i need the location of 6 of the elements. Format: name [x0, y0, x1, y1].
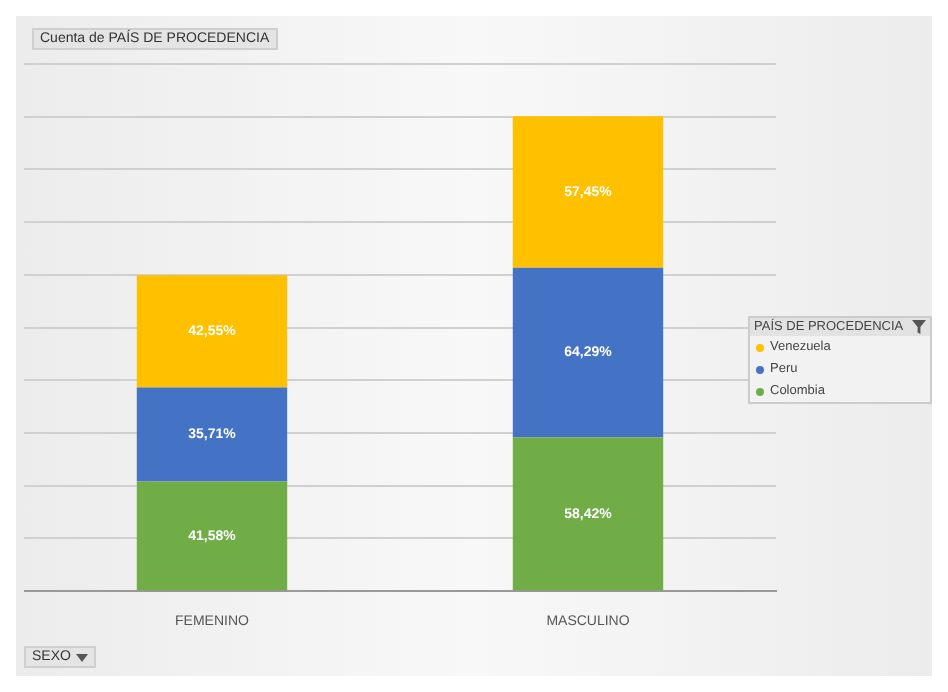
- bar: [136, 481, 288, 591]
- bar: [136, 275, 288, 388]
- bar: [136, 387, 288, 482]
- bar: [512, 437, 664, 591]
- bar: [512, 116, 664, 268]
- bar: [512, 267, 664, 438]
